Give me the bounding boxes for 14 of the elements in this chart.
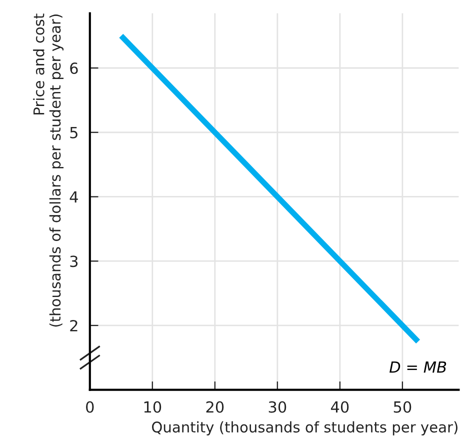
y-tick-label: 4 <box>70 191 78 203</box>
x-tick-label: 40 <box>330 401 349 413</box>
x-axis-title: Quantity (thousands of students per year) <box>152 421 458 436</box>
x-tick-label: 30 <box>268 401 286 413</box>
y-tick-label: 6 <box>70 62 78 74</box>
y-tick-label: 3 <box>70 256 78 268</box>
x-tick-label: 0 <box>86 401 94 413</box>
y-axis-title: Price and cost (thousands of dollars per student per year) <box>33 14 64 327</box>
annotation: D = MB <box>390 361 446 373</box>
x-tick-label: 10 <box>144 401 162 413</box>
x-tick-label: 20 <box>206 401 224 413</box>
y-tick-label: 5 <box>70 127 78 138</box>
x-tick-label: 50 <box>394 401 412 413</box>
y-tick-label: 2 <box>70 320 78 332</box>
